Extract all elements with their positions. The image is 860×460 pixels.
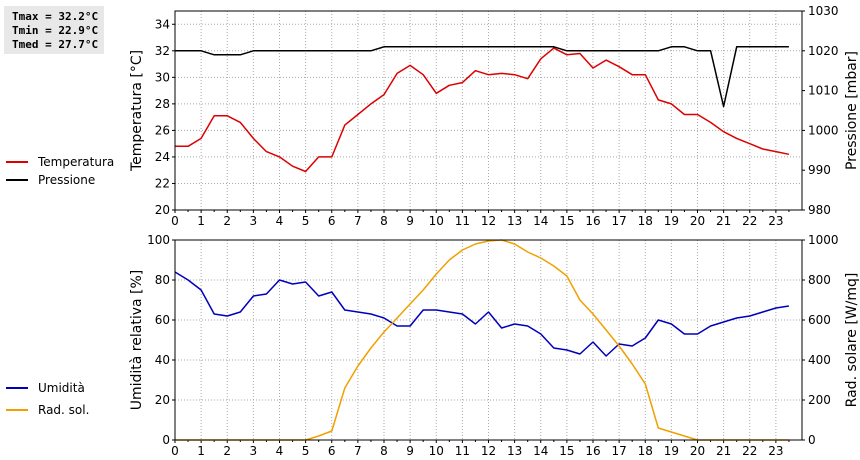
y-left-tick-label: 40 (155, 353, 170, 367)
y-right-tick-label: 0 (808, 433, 816, 447)
x-tick-label: 7 (354, 444, 362, 458)
x-tick-label: 17 (611, 214, 626, 228)
y-right-tick-label: 800 (808, 273, 831, 287)
x-tick-label: 22 (742, 214, 757, 228)
y-right-tick-label: 1010 (808, 84, 839, 98)
x-tick-label: 23 (768, 444, 783, 458)
x-tick-label: 1 (197, 444, 205, 458)
x-tick-label: 0 (171, 444, 179, 458)
x-tick-label: 11 (455, 214, 470, 228)
y-right-tick-label: 200 (808, 393, 831, 407)
x-tick-label: 7 (354, 214, 362, 228)
x-tick-label: 4 (276, 214, 284, 228)
y-left-tick-label: 100 (147, 233, 170, 247)
x-tick-label: 3 (250, 444, 258, 458)
x-tick-label: 14 (533, 214, 548, 228)
y-left-tick-label: 26 (155, 123, 170, 137)
x-tick-label: 10 (429, 214, 444, 228)
series-line (174, 271, 790, 357)
x-tick-label: 23 (768, 214, 783, 228)
y-left-tick-label: 32 (155, 44, 170, 58)
x-tick-label: 19 (664, 444, 679, 458)
stat-tmax: Tmax = 32.2°C (12, 10, 99, 23)
x-tick-label: 2 (223, 214, 231, 228)
x-tick-label: 9 (406, 214, 414, 228)
stat-tmed: Tmed = 27.7°C (12, 38, 99, 51)
y-right-tick-label: 600 (808, 313, 831, 327)
y-right-tick-label: 1030 (808, 4, 839, 18)
y-left-axis-label: Umidità relativa [%] (129, 270, 145, 411)
x-tick-label: 5 (302, 214, 310, 228)
y-right-tick-label: 1000 (808, 233, 839, 247)
legend-label: Rad. sol. (38, 403, 89, 417)
x-tick-label: 5 (302, 444, 310, 458)
x-tick-label: 22 (742, 444, 757, 458)
x-tick-label: 6 (328, 444, 336, 458)
x-tick-label: 19 (664, 214, 679, 228)
y-right-tick-label: 980 (808, 203, 831, 217)
x-tick-label: 3 (250, 214, 258, 228)
x-tick-label: 13 (507, 214, 522, 228)
x-tick-label: 16 (585, 214, 600, 228)
plot-frame (174, 239, 803, 441)
x-tick-label: 8 (380, 214, 388, 228)
y-right-tick-label: 1000 (808, 123, 839, 137)
x-tick-label: 21 (716, 444, 731, 458)
x-tick-label: 13 (507, 444, 522, 458)
x-tick-label: 15 (559, 444, 574, 458)
y-left-tick-label: 60 (155, 313, 170, 327)
x-tick-label: 12 (481, 444, 496, 458)
x-tick-label: 8 (380, 444, 388, 458)
x-tick-label: 4 (276, 444, 284, 458)
y-left-tick-label: 80 (155, 273, 170, 287)
x-tick-label: 2 (223, 444, 231, 458)
x-tick-label: 14 (533, 444, 548, 458)
x-tick-label: 9 (406, 444, 414, 458)
x-tick-label: 17 (611, 444, 626, 458)
y-right-axis-label: Rad. solare [W/mq] (844, 273, 860, 408)
y-left-tick-label: 20 (155, 393, 170, 407)
x-tick-label: 11 (455, 444, 470, 458)
x-tick-label: 12 (481, 214, 496, 228)
x-tick-label: 1 (197, 214, 205, 228)
x-tick-label: 0 (171, 214, 179, 228)
y-left-tick-label: 0 (162, 433, 170, 447)
stat-tmin: Tmin = 22.9°C (12, 24, 99, 37)
legend-label: Temperatura (37, 155, 114, 169)
x-tick-label: 10 (429, 444, 444, 458)
y-left-tick-label: 20 (155, 203, 170, 217)
y-right-axis-label: Pressione [mbar] (844, 51, 860, 170)
y-right-tick-label: 400 (808, 353, 831, 367)
series-line (175, 47, 790, 173)
x-tick-label: 20 (690, 444, 705, 458)
x-tick-label: 18 (638, 214, 653, 228)
x-tick-label: 6 (328, 214, 336, 228)
y-right-tick-label: 1020 (808, 44, 839, 58)
legend-label: Umidità (38, 381, 85, 395)
y-left-axis-label: Temperatura [°C] (129, 50, 145, 172)
x-tick-label: 18 (638, 444, 653, 458)
y-right-tick-label: 990 (808, 163, 831, 177)
y-left-tick-label: 30 (155, 70, 170, 84)
legend-label: Pressione (38, 173, 95, 187)
x-tick-label: 16 (585, 444, 600, 458)
y-left-tick-label: 24 (155, 150, 170, 164)
stats-box: Tmax = 32.2°C Tmin = 22.9°C Tmed = 27.7°… (4, 6, 104, 54)
y-left-tick-label: 22 (155, 176, 170, 190)
plot-frame (174, 10, 803, 211)
series-line (175, 239, 789, 441)
x-tick-label: 20 (690, 214, 705, 228)
series-line (175, 46, 789, 108)
y-left-tick-label: 28 (155, 97, 170, 111)
x-tick-label: 15 (559, 214, 574, 228)
y-left-tick-label: 34 (155, 17, 170, 31)
x-tick-label: 21 (716, 214, 731, 228)
